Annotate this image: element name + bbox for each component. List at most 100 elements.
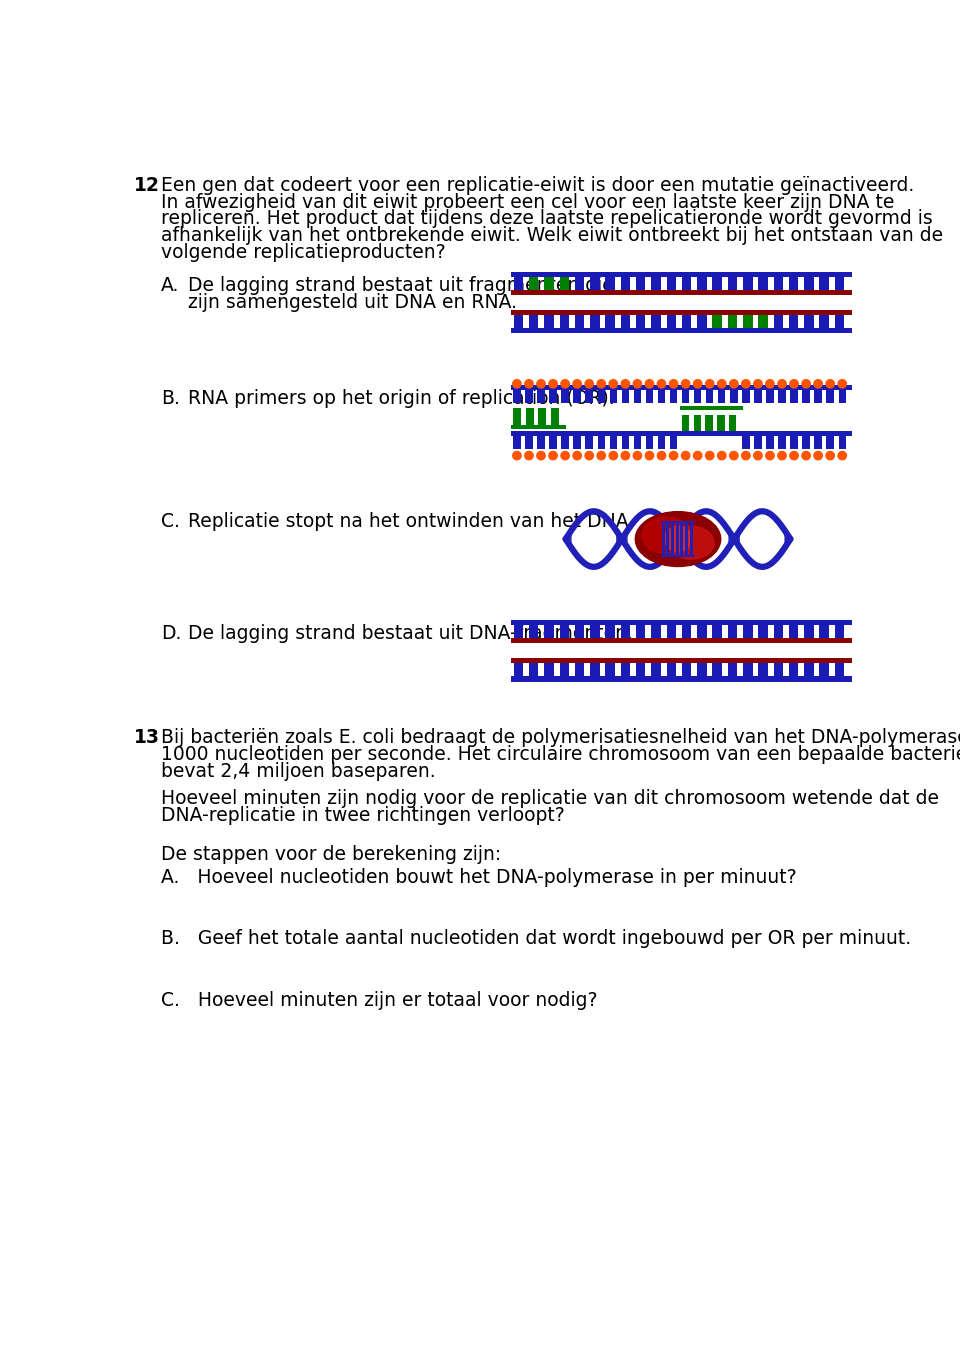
Bar [755,437,761,449]
Circle shape [513,452,521,460]
Bar [606,276,615,290]
Bar [758,276,768,290]
Bar [789,663,799,677]
Circle shape [634,380,641,388]
Bar [835,276,844,290]
Bar [803,437,810,449]
Bar [544,276,554,290]
Bar [743,276,753,290]
Bar [728,276,737,290]
Circle shape [597,380,606,388]
Bar [694,415,701,431]
Text: Bij bacteriën zoals E. coli bedraagt de polymerisatiesnelheid van het DNA-polyme: Bij bacteriën zoals E. coli bedraagt de … [161,728,960,747]
Bar [697,625,707,638]
Bar [694,390,702,403]
Bar [835,315,844,329]
Bar [712,276,722,290]
Bar [789,315,799,329]
Circle shape [742,452,750,460]
Bar [512,620,852,625]
Bar [681,523,684,555]
Bar [789,276,799,290]
Text: DNA-replicatie in twee richtingen verloopt?: DNA-replicatie in twee richtingen verloo… [161,806,564,825]
Text: 12: 12 [134,175,159,194]
Circle shape [730,380,738,388]
Bar [562,390,569,403]
Bar [573,390,581,403]
Circle shape [525,380,533,388]
Bar [755,390,761,403]
Bar [697,315,707,329]
Circle shape [585,452,593,460]
Bar [549,437,557,449]
Text: Een gen dat codeert voor een replicatie-eiwit is door een mutatie geïnactiveerd.: Een gen dat codeert voor een replicatie-… [161,175,914,194]
Bar [774,663,783,677]
Circle shape [754,452,762,460]
Circle shape [621,380,630,388]
Bar [560,663,569,677]
Bar [634,437,641,449]
Bar [666,523,669,555]
Bar [544,625,554,638]
Bar [512,272,852,276]
Bar [622,437,629,449]
Circle shape [706,380,714,388]
Bar [658,390,665,403]
Text: De lagging strand bestaat uit fragmenten die: De lagging strand bestaat uit fragmenten… [188,276,614,295]
Bar [646,390,653,403]
Circle shape [682,452,690,460]
Text: volgende replicatieproducten?: volgende replicatieproducten? [161,244,445,263]
Bar [636,663,645,677]
Bar [666,276,676,290]
Bar [743,625,753,638]
Bar [651,663,660,677]
Bar [512,310,852,315]
Circle shape [730,452,738,460]
Bar [730,415,736,431]
Text: Replicatie stopt na het ontwinden van het DNA.: Replicatie stopt na het ontwinden van he… [188,512,635,531]
Bar [651,276,660,290]
Bar [835,663,844,677]
Circle shape [682,380,690,388]
Circle shape [766,380,774,388]
Bar [774,315,783,329]
Text: De stappen voor de berekening zijn:: De stappen voor de berekening zijn: [161,845,501,864]
Bar [658,437,665,449]
Bar [779,390,785,403]
Bar [730,390,737,403]
Bar [838,390,846,403]
Bar [689,523,692,555]
Bar [682,625,691,638]
Bar [697,276,707,290]
Bar [512,425,565,429]
Circle shape [814,380,823,388]
Bar [512,290,852,295]
Text: C.: C. [161,512,180,531]
Bar [827,437,834,449]
Bar [682,276,691,290]
Bar [661,523,665,555]
Circle shape [525,452,533,460]
Text: B.: B. [161,390,180,408]
Ellipse shape [664,526,691,551]
Bar [621,625,630,638]
Bar [636,315,645,329]
Bar [820,625,829,638]
Bar [525,390,533,403]
Bar [804,315,814,329]
Circle shape [838,452,847,460]
Bar [661,520,695,523]
Bar [525,437,533,449]
Bar [712,625,722,638]
Circle shape [549,380,557,388]
Bar [606,315,615,329]
Circle shape [634,452,641,460]
Bar [766,390,774,403]
Circle shape [549,452,557,460]
Bar [651,625,660,638]
Circle shape [814,452,823,460]
Bar [514,408,521,425]
Bar [636,276,645,290]
Circle shape [610,380,617,388]
Bar [560,625,569,638]
